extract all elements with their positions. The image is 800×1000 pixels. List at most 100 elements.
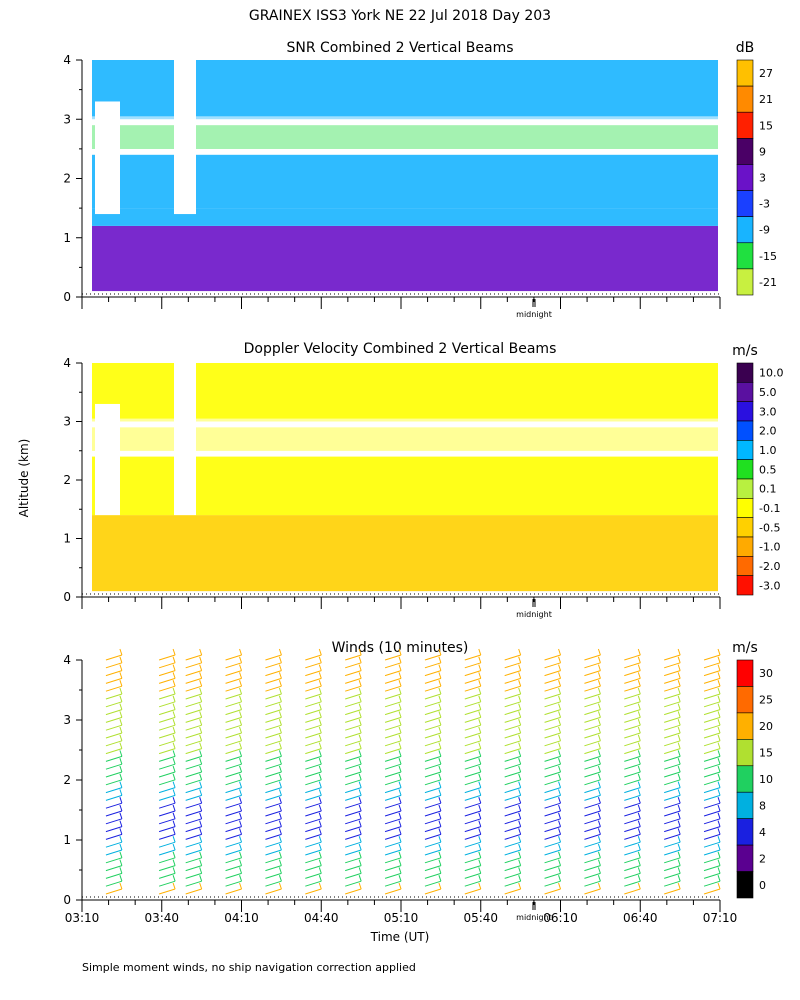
wind-barb-flag [173, 782, 175, 788]
wind-barb-flag [439, 789, 441, 795]
wind-barb-flag [120, 875, 122, 881]
wind-barb [664, 889, 680, 894]
wind-barb [624, 842, 640, 847]
wind-barb-flag [319, 688, 321, 694]
wind-barb-flag [399, 672, 401, 678]
colorbar-swatch [737, 217, 753, 243]
wind-barb [106, 717, 122, 722]
wind-barb-flag [519, 789, 521, 795]
wind-barb-flag [718, 711, 720, 717]
wind-barb [345, 881, 361, 886]
wind-barb [226, 819, 242, 824]
colorbar-swatch [737, 60, 753, 86]
wind-barb-flag [279, 828, 281, 834]
wind-barb-flag [359, 875, 361, 881]
wind-barb [704, 780, 720, 785]
wind-barb [345, 717, 361, 722]
wind-barb [385, 795, 401, 800]
wind-barb [159, 881, 175, 886]
wind-barb-flag [439, 743, 441, 749]
wind-barb [505, 717, 521, 722]
wind-barb-flag [718, 805, 720, 811]
wind-barb [345, 663, 361, 668]
wind-barb-flag [359, 766, 361, 772]
wind-barb-flag [359, 852, 361, 858]
data-gap [92, 116, 718, 149]
wind-barb [624, 702, 640, 707]
wind-barb [305, 780, 321, 785]
wind-barb-flag [359, 774, 361, 780]
wind-barb [226, 795, 242, 800]
wind-barb-flag [479, 758, 481, 764]
wind-barb [106, 702, 122, 707]
wind-barb-flag [479, 688, 481, 694]
wind-barb [159, 795, 175, 800]
wind-barb [305, 702, 321, 707]
wind-barb-flag [359, 813, 361, 819]
wind-barb [345, 702, 361, 707]
wind-barb-flag [638, 789, 640, 795]
wind-barb [545, 702, 561, 707]
wind-barb [385, 725, 401, 730]
wind-barb-flag [479, 680, 481, 686]
wind-barb-flag [200, 821, 202, 827]
wind-barb-flag [359, 789, 361, 795]
doppler-panel: Doppler Velocity Combined 2 Vertical Bea… [63, 341, 783, 619]
colorbar-label: -21 [759, 276, 777, 289]
wind-barb [584, 756, 600, 761]
wind-barb-flag [718, 680, 720, 686]
wind-barb-flag [173, 665, 175, 671]
wind-barb [385, 834, 401, 839]
wind-barb-flag [598, 758, 600, 764]
wind-barb-flag [399, 680, 401, 686]
wind-barb-flag [638, 797, 640, 803]
wind-barb [305, 803, 321, 808]
wind-barb-flag [240, 844, 242, 850]
y-tick-label: 3 [63, 112, 71, 126]
wind-barb [425, 671, 441, 676]
wind-barb [186, 741, 202, 746]
wind-barb [505, 850, 521, 855]
wind-barb-flag [559, 883, 561, 889]
wind-barb [624, 811, 640, 816]
wind-barb-flag [559, 649, 561, 655]
wind-barb [159, 733, 175, 738]
wind-barb-flag [678, 696, 680, 702]
wind-barb-flag [120, 649, 122, 655]
wind-barb-flag [240, 719, 242, 725]
wind-barb-flag [359, 844, 361, 850]
wind-barb [106, 756, 122, 761]
wind-barb-flag [279, 665, 281, 671]
wind-barb [106, 678, 122, 683]
wind-barb [425, 858, 441, 863]
wind-barb [505, 686, 521, 691]
wind-barb [345, 819, 361, 824]
wind-barb [465, 733, 481, 738]
colorbar-swatch [737, 498, 753, 517]
wind-barb [159, 788, 175, 793]
wind-barb-flag [638, 836, 640, 842]
wind-barb-flag [519, 719, 521, 725]
wind-barb [226, 788, 242, 793]
wind-barb [505, 827, 521, 832]
wind-barb [305, 733, 321, 738]
wind-barb-flag [559, 680, 561, 686]
wind-barb-flag [559, 743, 561, 749]
wind-barb [505, 858, 521, 863]
wind-barb [226, 671, 242, 676]
heatmap-layer [92, 515, 718, 591]
wind-barb [186, 764, 202, 769]
wind-barb-flag [598, 719, 600, 725]
wind-barb-flag [638, 828, 640, 834]
wind-barb-flag [479, 672, 481, 678]
wind-barb-flag [240, 704, 242, 710]
wind-barb [505, 811, 521, 816]
wind-barb-flag [638, 727, 640, 733]
colorbar-swatch [737, 191, 753, 217]
colorbar-swatch [737, 382, 753, 401]
wind-barb-flag [678, 688, 680, 694]
wind-barb [505, 663, 521, 668]
wind-barb-flag [718, 860, 720, 866]
wind-barb [265, 671, 281, 676]
wind-barb-flag [173, 680, 175, 686]
